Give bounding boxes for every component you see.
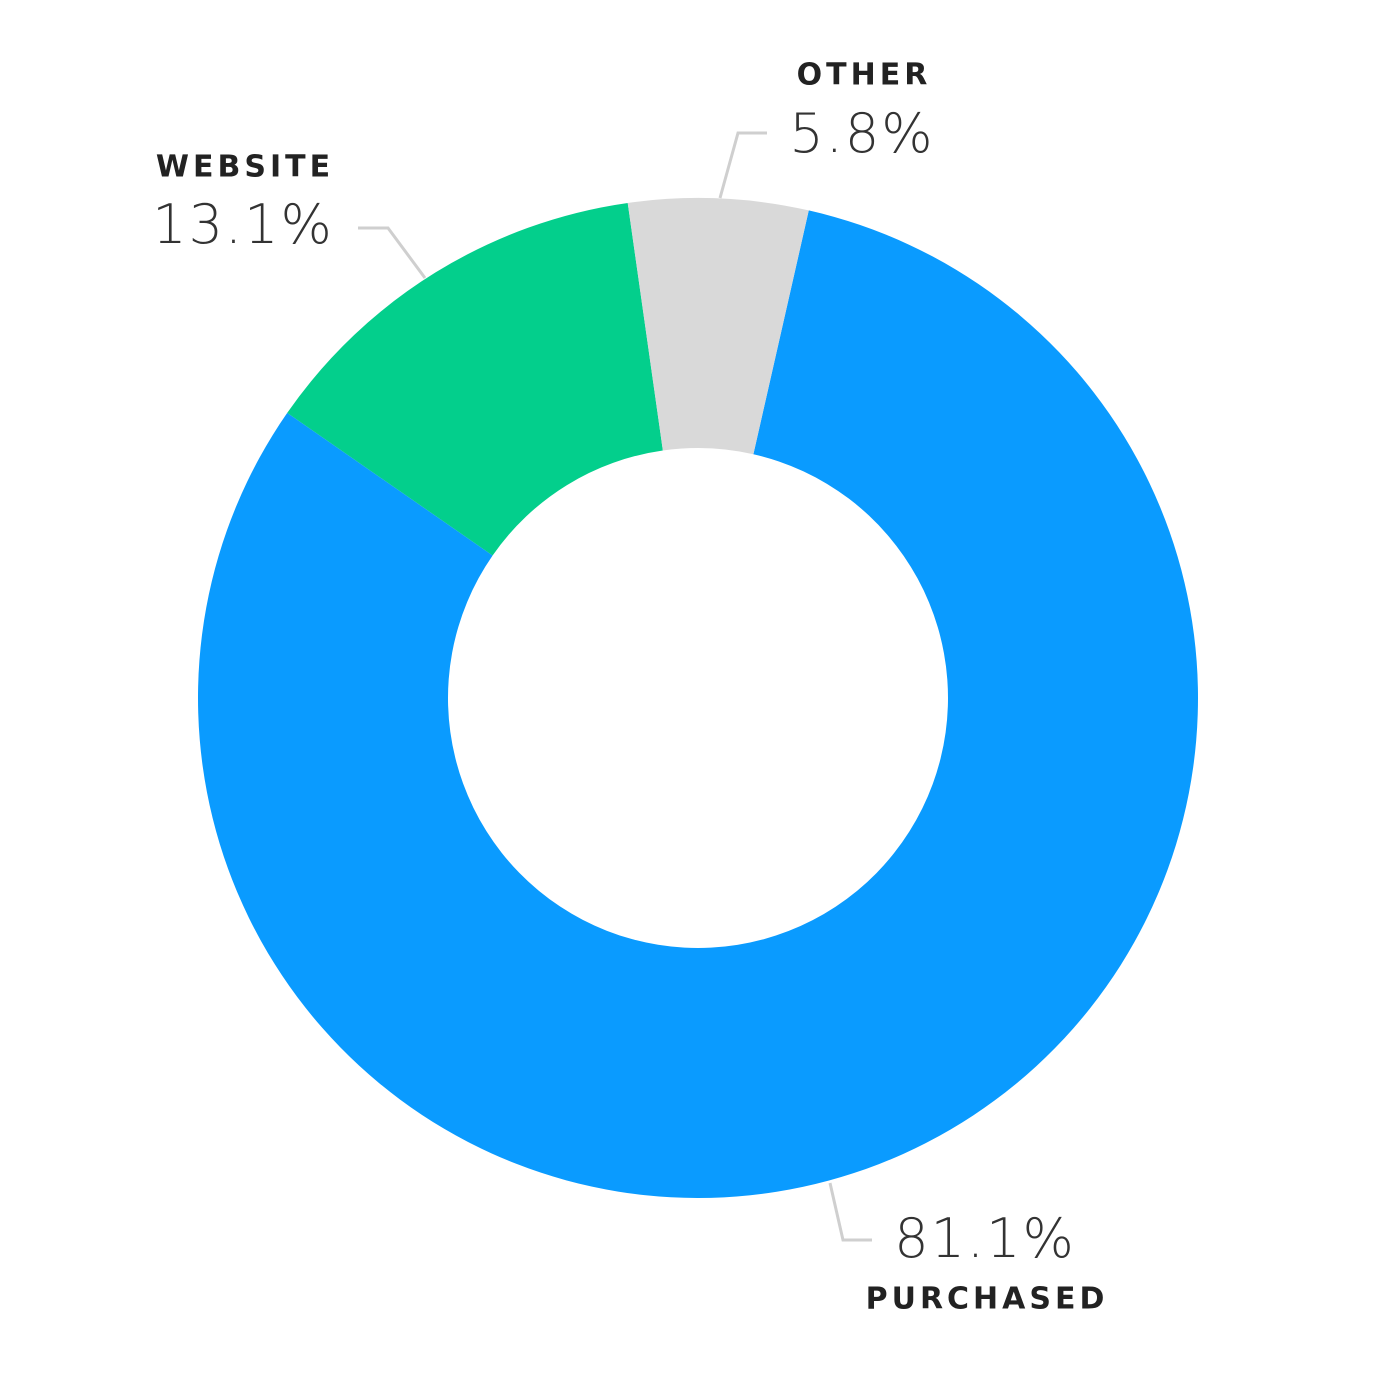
donut-segment [627, 198, 809, 455]
leader-line [828, 1182, 872, 1242]
donut-segment [287, 202, 663, 556]
leader-line [718, 131, 767, 199]
category-label: OTHER [797, 58, 932, 93]
donut-segment [198, 210, 1198, 1199]
category-label: PURCHASED [866, 1282, 1109, 1317]
leader-line [358, 226, 427, 279]
value-label: 81.1% [894, 1207, 1076, 1270]
category-label: WEBSITE [156, 150, 334, 185]
value-label: 5.8% [789, 102, 934, 165]
value-label: 13.1% [152, 193, 334, 256]
